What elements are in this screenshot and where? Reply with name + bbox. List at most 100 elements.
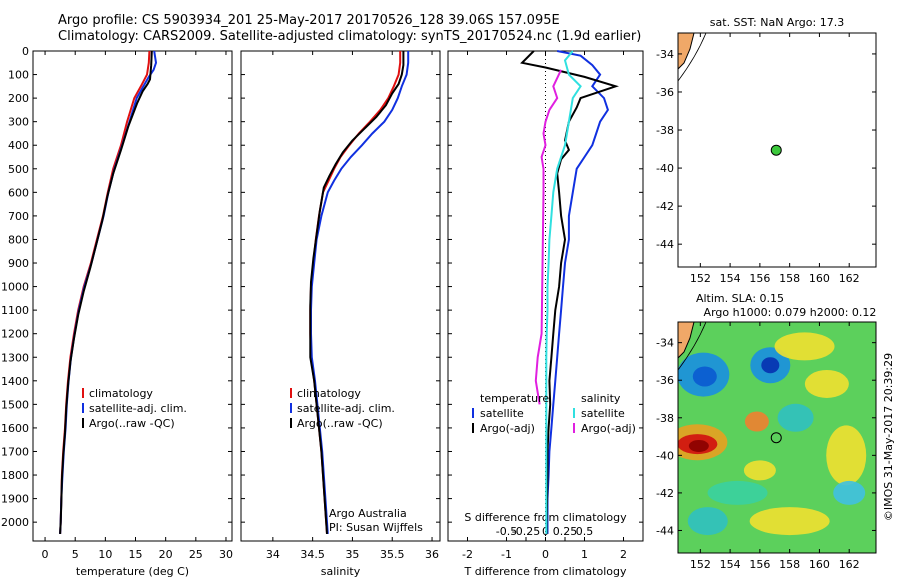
series-line-1 xyxy=(546,50,610,534)
y-tick-label: 900 xyxy=(8,257,29,270)
series-line-2 xyxy=(520,50,619,534)
y-tick-label: 1300 xyxy=(1,351,29,364)
lat-tick-label: -36 xyxy=(656,374,674,387)
lon-tick-label: 160 xyxy=(809,272,830,285)
x-tick-label: 35.5 xyxy=(380,548,405,561)
legend-entry: satellite xyxy=(581,407,625,420)
y-tick-label: 500 xyxy=(8,163,29,176)
coastline xyxy=(678,322,695,359)
y-tick-label: 400 xyxy=(8,139,29,152)
lat-tick-label: -34 xyxy=(656,48,674,61)
map-bottom-title-1: Altim. SLA: 0.15 xyxy=(696,292,784,305)
legend-entry: Argo(-adj) xyxy=(581,422,636,435)
map-bottom: 152 154 156 158 160 162 -34 -36 -38 -40 -42 -44 xyxy=(656,321,877,571)
y-tick-label: 1500 xyxy=(1,398,29,411)
legend-entry: satellite-adj. clim. xyxy=(297,402,395,415)
lon-tick-label: 156 xyxy=(749,272,770,285)
shelf-contour xyxy=(678,33,707,82)
y-tick-label: 1700 xyxy=(1,445,29,458)
map-frame xyxy=(677,321,877,554)
profile-panel-1: 0100200300400500600700800900100011001200… xyxy=(1,45,233,578)
y-tick-label: 1200 xyxy=(1,328,29,341)
x-tick-label: 20 xyxy=(159,548,173,561)
argo-float-marker xyxy=(770,144,782,156)
map-field xyxy=(678,33,707,82)
lat-tick-label: -44 xyxy=(656,524,674,537)
series-line-2 xyxy=(310,51,410,534)
land xyxy=(678,322,694,358)
y-tick-label: 300 xyxy=(8,116,29,129)
lat-tick-label: -42 xyxy=(656,200,674,213)
lon-tick-label: 158 xyxy=(779,558,800,571)
y-tick-label: 1900 xyxy=(1,493,29,506)
anomaly-blob xyxy=(749,507,830,536)
plot-frame xyxy=(240,50,441,542)
y-tick-label: 800 xyxy=(8,233,29,246)
anomaly-blob xyxy=(774,332,835,361)
lat-tick-label: -34 xyxy=(656,337,674,350)
anomaly-blob xyxy=(804,369,849,398)
coastline xyxy=(678,33,695,70)
map-top: 152 154 156 158 160 162 -34 -36 -38 -40 -42 -44 xyxy=(656,32,877,285)
lon-tick-label: 154 xyxy=(720,272,741,285)
x-tick-label: 10 xyxy=(98,548,112,561)
y-tick-label: 600 xyxy=(8,186,29,199)
x-tick-label: 0 xyxy=(542,548,549,561)
lat-tick-label: -42 xyxy=(656,487,674,500)
annotation-text: Argo Australia xyxy=(329,507,407,520)
series-line-3 xyxy=(59,50,153,534)
anomaly-blob xyxy=(707,480,768,505)
anomaly-blob xyxy=(833,480,866,505)
x-axis-label: salinity xyxy=(321,565,361,578)
legend-temperature-title: temperature xyxy=(480,392,549,405)
x-tick-label: 30 xyxy=(219,548,233,561)
y-tick-label: 2000 xyxy=(1,516,29,529)
lat-tick-label: -36 xyxy=(656,86,674,99)
y-tick-label: 1100 xyxy=(1,304,29,317)
argo-float-marker xyxy=(770,432,782,444)
x-tick-label: 15 xyxy=(129,548,143,561)
x-tick-label: 2 xyxy=(620,548,627,561)
lat-tick-label: -38 xyxy=(656,124,674,137)
y-tick-label: 200 xyxy=(8,92,29,105)
series-line-2 xyxy=(59,50,158,534)
series-line-4 xyxy=(534,69,563,405)
lat-tick-label: -44 xyxy=(656,238,674,251)
lon-tick-label: 160 xyxy=(809,558,830,571)
x-tick-label: -2 xyxy=(462,548,473,561)
lon-tick-label: 152 xyxy=(690,272,711,285)
map-frame xyxy=(677,32,877,268)
lon-tick-label: 156 xyxy=(749,558,770,571)
y-tick-label: 1800 xyxy=(1,469,29,482)
profile-panel-3: -2 -1 0 1 2 T difference from climatology -0.5… xyxy=(447,50,644,578)
series-line-3 xyxy=(309,51,405,534)
x-top-tick-label: -0.25 xyxy=(512,525,540,538)
lat-tick-label: -40 xyxy=(656,162,674,175)
lat-tick-label: -38 xyxy=(656,412,674,425)
x-top-tick-label: -0.5 xyxy=(496,525,517,538)
title-line-1: Argo profile: CS 5903934_201 25-May-2017… xyxy=(58,13,560,28)
x-tick-label: 35 xyxy=(345,548,359,561)
x-top-tick-label: 0.5 xyxy=(576,525,594,538)
lon-tick-label: 154 xyxy=(720,558,741,571)
x-tick-label: 34 xyxy=(266,548,280,561)
legend-entry: climatology xyxy=(297,387,361,400)
y-tick-label: 1400 xyxy=(1,375,29,388)
anomaly-blob xyxy=(826,425,867,486)
x-tick-label: 34.5 xyxy=(300,548,325,561)
x-axis-label: temperature (deg C) xyxy=(76,565,189,578)
x-tick-label: 0 xyxy=(42,548,49,561)
y-tick-label: 1000 xyxy=(1,281,29,294)
shelf-contour xyxy=(678,322,707,371)
credit-text: ©IMOS 31-May-2017 20:39:29 xyxy=(882,353,895,521)
y-tick-label: 0 xyxy=(22,45,29,58)
annotation-text: PI: Susan Wijffels xyxy=(329,521,423,534)
x-tick-label: 1 xyxy=(581,548,588,561)
anomaly-blob xyxy=(743,460,776,481)
legend-entry: Argo(..raw -QC) xyxy=(89,417,175,430)
y-tick-label: 700 xyxy=(8,210,29,223)
land xyxy=(678,33,694,69)
x-top-tick-label: 0.25 xyxy=(553,525,578,538)
anomaly-blob xyxy=(692,366,717,387)
